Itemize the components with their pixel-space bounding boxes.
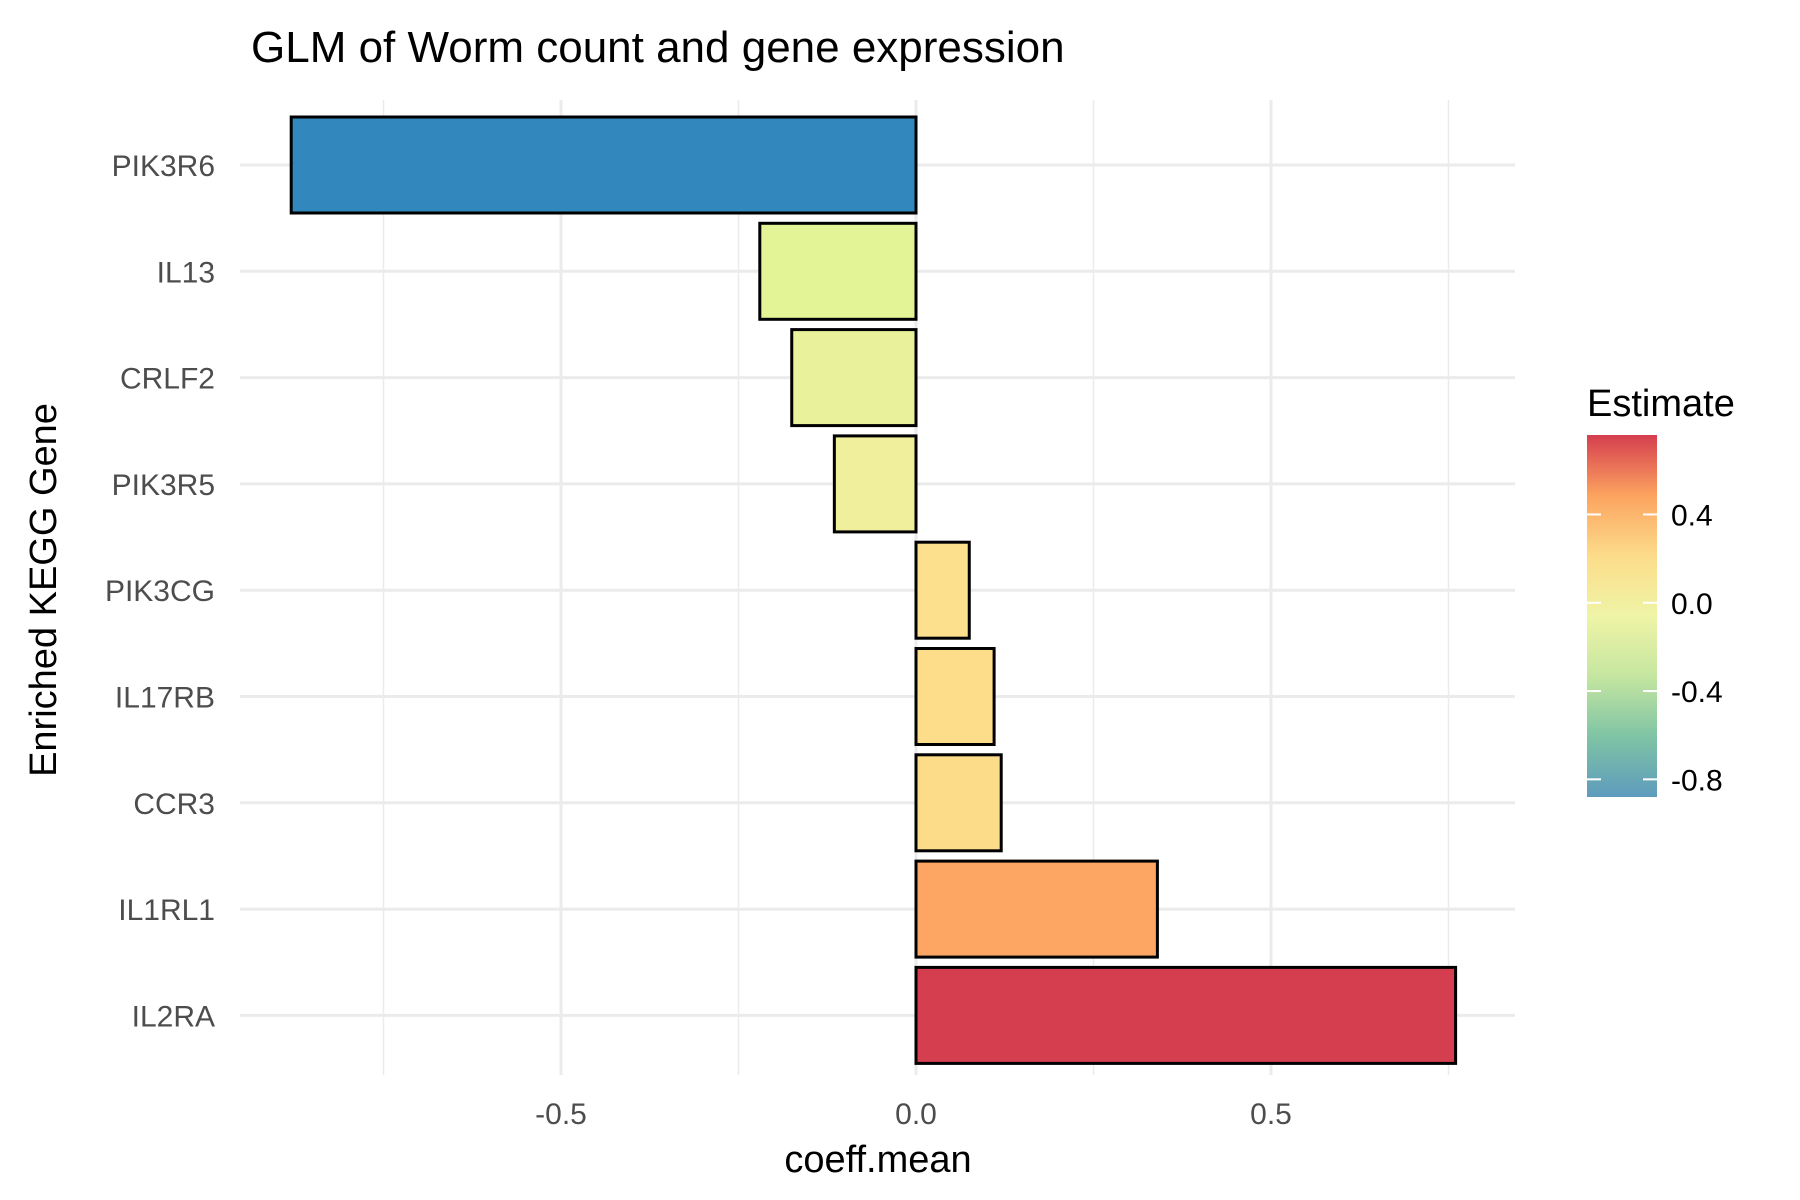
bar-il2ra xyxy=(914,965,1458,1065)
legend-tick-label: -0.8 xyxy=(1671,764,1723,797)
x-tick-labels: -0.5 0.0 0.5 xyxy=(535,1098,1292,1131)
y-tick-label: PIK3R5 xyxy=(112,469,215,502)
bar-crlf2 xyxy=(790,328,918,428)
legend-tick-label: 0.0 xyxy=(1671,588,1713,621)
x-axis-label: coeff.mean xyxy=(784,1139,971,1181)
bar-pik3r5 xyxy=(832,434,918,534)
y-tick-label: CRLF2 xyxy=(120,363,215,396)
bar-il13 xyxy=(758,221,918,321)
bar-pik3r6 xyxy=(289,115,918,215)
x-tick-label: 0.0 xyxy=(895,1098,937,1131)
y-tick-label: IL1RL1 xyxy=(118,894,215,927)
bar-il1rl1 xyxy=(914,859,1159,959)
y-tick-label: PIK3R6 xyxy=(112,150,215,183)
y-tick-labels: PIK3R6 IL13 CRLF2 PIK3R5 PIK3CG IL17RB CCR3 IL1… xyxy=(105,150,215,1033)
x-tick-label: 0.5 xyxy=(1250,1098,1292,1131)
legend-tick-label: -0.4 xyxy=(1671,676,1723,709)
x-tick-label: -0.5 xyxy=(535,1098,587,1131)
y-tick-label: IL2RA xyxy=(132,1000,215,1033)
bar-pik3cg xyxy=(914,540,971,640)
y-tick-label: IL17RB xyxy=(115,682,215,715)
y-tick-label: IL13 xyxy=(157,256,215,289)
legend-ticks: 0.4 0.0 -0.4 -0.8 xyxy=(1587,499,1723,797)
legend: Estimate 0.4 0.0 -0.4 -0.8 xyxy=(1587,383,1735,797)
y-tick-label: CCR3 xyxy=(133,788,215,821)
bar-ccr3 xyxy=(914,753,1003,853)
y-tick-label: PIK3CG xyxy=(105,575,215,608)
chart-title: GLM of Worm count and gene expression xyxy=(251,23,1065,72)
legend-tick-label: 0.4 xyxy=(1671,499,1713,532)
y-axis-label: Enriched KEGG Gene xyxy=(23,403,65,777)
legend-colorbar xyxy=(1587,435,1657,797)
legend-title: Estimate xyxy=(1587,383,1735,425)
bars xyxy=(289,115,1458,1065)
grid xyxy=(240,100,1515,1075)
bar-il17rb xyxy=(914,647,996,746)
